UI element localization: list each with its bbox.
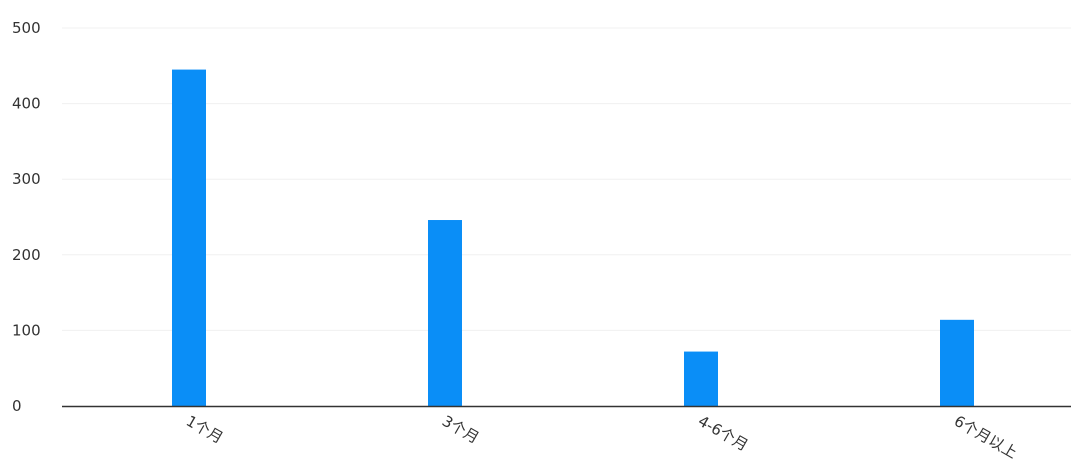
y-tick-label: 100: [12, 321, 41, 339]
y-tick-label: 0: [12, 397, 22, 415]
y-axis-tick-labels: 0 100 200 300 400 500: [12, 19, 41, 415]
bar-1[interactable]: [172, 69, 206, 406]
y-tick-label: 300: [12, 170, 41, 188]
x-category-label: 6个月以上: [951, 412, 1020, 462]
y-tick-label: 400: [12, 95, 41, 113]
y-tick-label: 500: [12, 19, 41, 37]
x-category-label: 3个月: [439, 412, 482, 447]
x-category-label: 1个月: [183, 412, 226, 447]
gridlines: [62, 27, 1071, 331]
bar-2[interactable]: [428, 220, 462, 406]
y-tick-label: 200: [12, 246, 41, 264]
bar-3[interactable]: [684, 351, 718, 406]
bars: [172, 69, 974, 406]
x-axis-category-labels: 1个月 3个月 4-6个月 6个月以上: [183, 412, 1020, 462]
x-category-label: 4-6个月: [695, 412, 751, 455]
bar-4[interactable]: [940, 319, 974, 406]
